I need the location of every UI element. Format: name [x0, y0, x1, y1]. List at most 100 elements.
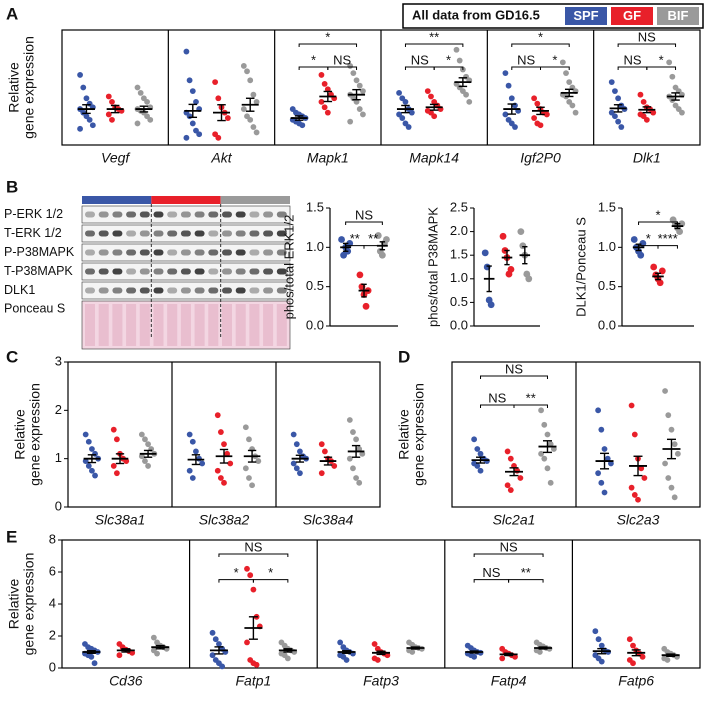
- blot-band: [167, 211, 178, 218]
- data-point: [514, 467, 521, 474]
- significance-label: NS: [638, 29, 656, 44]
- data-point: [91, 660, 98, 667]
- data-point: [671, 494, 678, 501]
- data-point: [668, 426, 675, 433]
- significance-label: NS: [517, 52, 535, 67]
- data-point: [116, 652, 123, 659]
- blot-band: [126, 249, 137, 256]
- blot-band: [85, 211, 95, 218]
- significance-bracket: [327, 66, 358, 70]
- y-axis-label: Relative: [6, 62, 22, 113]
- significance-bracket: [363, 245, 383, 249]
- data-point: [189, 438, 196, 445]
- data-point: [80, 84, 87, 91]
- data-point: [612, 113, 618, 120]
- data-point: [664, 657, 671, 663]
- data-point: [507, 265, 515, 273]
- y-tick-label: 6: [49, 563, 56, 578]
- data-point: [217, 475, 224, 481]
- significance-label: **: [521, 565, 531, 580]
- blot-band: [126, 230, 137, 237]
- data-point: [297, 470, 303, 477]
- significance-bracket: [404, 66, 435, 70]
- data-point: [196, 131, 203, 138]
- data-point: [399, 115, 406, 121]
- blot-ponceau-lane: [263, 304, 274, 346]
- blot-ponceau-lane: [85, 304, 95, 346]
- blot-band: [139, 230, 150, 237]
- blot-band: [126, 268, 137, 275]
- data-point: [374, 232, 382, 239]
- blot-band: [276, 287, 287, 294]
- y-tick-label: 1: [55, 450, 62, 465]
- category-label: Mapk14: [409, 150, 459, 166]
- significance-label: **: [368, 231, 378, 246]
- data-point: [250, 586, 257, 593]
- data-point: [240, 106, 247, 112]
- blot-band: [167, 230, 178, 237]
- data-point: [504, 482, 511, 489]
- legend-swatch: [657, 7, 699, 25]
- panel-label: B: [6, 177, 18, 196]
- category-label: Fatp6: [618, 673, 654, 689]
- data-point: [650, 109, 657, 116]
- blot-band: [153, 268, 164, 275]
- legend-swatch: [565, 7, 607, 25]
- significance-label: NS: [482, 565, 500, 580]
- blot-band: [180, 268, 191, 275]
- significance-label: *: [552, 52, 557, 67]
- data-point: [150, 634, 157, 641]
- data-point: [353, 77, 360, 84]
- data-point: [356, 271, 364, 279]
- data-point: [244, 565, 250, 572]
- data-point: [668, 484, 675, 491]
- data-point: [321, 104, 328, 111]
- data-point: [109, 98, 115, 105]
- data-point: [662, 460, 668, 467]
- significance-bracket: [404, 43, 464, 47]
- blot-band: [249, 287, 260, 294]
- blot-ponceau-lane: [208, 304, 219, 346]
- data-point: [662, 388, 668, 394]
- data-point: [640, 98, 647, 105]
- data-point: [89, 446, 95, 452]
- data-point: [221, 441, 227, 448]
- data-point: [502, 70, 509, 77]
- blot-band: [139, 211, 150, 218]
- data-point: [186, 113, 193, 120]
- legend-label: SPF: [573, 8, 598, 23]
- significance-label: *: [646, 231, 651, 246]
- blot-band: [276, 230, 287, 237]
- data-point: [608, 460, 614, 467]
- data-point: [92, 450, 98, 457]
- blot-band: [194, 230, 205, 237]
- category-label: Slc38a1: [95, 512, 146, 528]
- data-point: [193, 448, 199, 455]
- data-point: [242, 424, 249, 431]
- data-point: [189, 88, 196, 94]
- blot-label: T-P38MAPK: [4, 264, 73, 278]
- data-point: [186, 467, 193, 474]
- data-point: [635, 496, 641, 503]
- data-point: [541, 421, 548, 428]
- significance-label: *: [234, 565, 239, 580]
- data-point: [215, 95, 222, 102]
- significance-label: NS: [500, 539, 518, 554]
- data-point: [137, 89, 144, 96]
- data-point: [134, 120, 141, 127]
- data-point: [105, 93, 112, 100]
- data-point: [142, 436, 148, 443]
- significance-label: *: [268, 565, 273, 580]
- blot-ponceau-lane: [222, 304, 232, 346]
- y-axis-label: Relative: [396, 409, 412, 460]
- blot-band: [235, 268, 246, 275]
- data-point: [641, 475, 648, 481]
- data-point: [346, 417, 353, 423]
- data-point: [637, 91, 644, 98]
- blot-band: [180, 211, 191, 218]
- blot-band: [98, 211, 109, 218]
- data-point: [324, 109, 331, 116]
- blot-label: T-ERK 1/2: [4, 226, 62, 240]
- data-point: [631, 492, 638, 498]
- legend-label: GF: [623, 8, 641, 23]
